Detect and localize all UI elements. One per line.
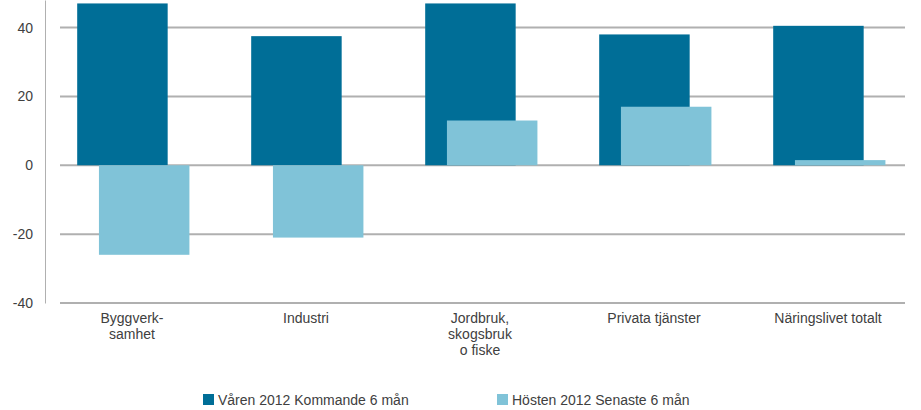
y-tick: -20	[13, 226, 45, 242]
chart: -40 -20 0 20 40 Byggverk-samhet Industri Jordbr…	[0, 0, 921, 410]
x-tick: Privata tjänster	[607, 307, 701, 326]
y-tick: 0	[25, 157, 45, 173]
bar	[447, 121, 537, 166]
bar	[99, 165, 189, 255]
y-tick: 40	[17, 20, 45, 36]
y-axis: -40 -20 0 20 40	[13, 1, 46, 311]
y-tick-label: 20	[17, 88, 33, 104]
y-axis-line	[45, 1, 46, 304]
bar	[273, 165, 363, 237]
legend-swatch	[203, 394, 214, 405]
x-tick-label: Industri	[283, 310, 329, 326]
y-tick-label: 0	[25, 157, 33, 173]
series	[77, 3, 863, 165]
bar	[77, 3, 167, 165]
legend: Våren 2012 Kommande 6 mån Hösten 2012 Sen…	[203, 392, 689, 408]
legend-item: Våren 2012 Kommande 6 mån	[203, 392, 409, 408]
bar	[773, 26, 863, 165]
series	[99, 107, 885, 255]
grid-line	[60, 302, 905, 304]
legend-item: Hösten 2012 Senaste 6 mån	[497, 392, 689, 408]
bar	[795, 160, 885, 165]
bar	[251, 36, 341, 165]
y-tick-label: -20	[13, 226, 33, 242]
y-tick-label: 40	[17, 20, 33, 36]
x-tick-label: Näringslivet totalt	[774, 310, 881, 326]
bar	[621, 107, 711, 166]
x-tick: Industri	[283, 307, 329, 326]
x-tick: Byggverk-samhet	[100, 307, 163, 342]
legend-label: Hösten 2012 Senaste 6 mån	[512, 392, 689, 408]
y-tick-label: -40	[13, 295, 33, 311]
x-tick-label: Byggverk-samhet	[100, 310, 163, 342]
legend-swatch	[497, 394, 508, 405]
x-tick-label: Privata tjänster	[607, 310, 701, 326]
x-tick: Jordbruk,skogsbruko fiske	[448, 307, 513, 358]
legend-label: Våren 2012 Kommande 6 mån	[218, 392, 409, 408]
bars	[77, 3, 885, 254]
x-tick: Näringslivet totalt	[774, 307, 881, 326]
x-tick-label: Jordbruk,skogsbruko fiske	[448, 310, 513, 358]
x-axis: Byggverk-samhet Industri Jordbruk,skogsbru…	[100, 307, 881, 358]
y-tick: 20	[17, 88, 45, 104]
y-tick: -40	[13, 295, 45, 311]
